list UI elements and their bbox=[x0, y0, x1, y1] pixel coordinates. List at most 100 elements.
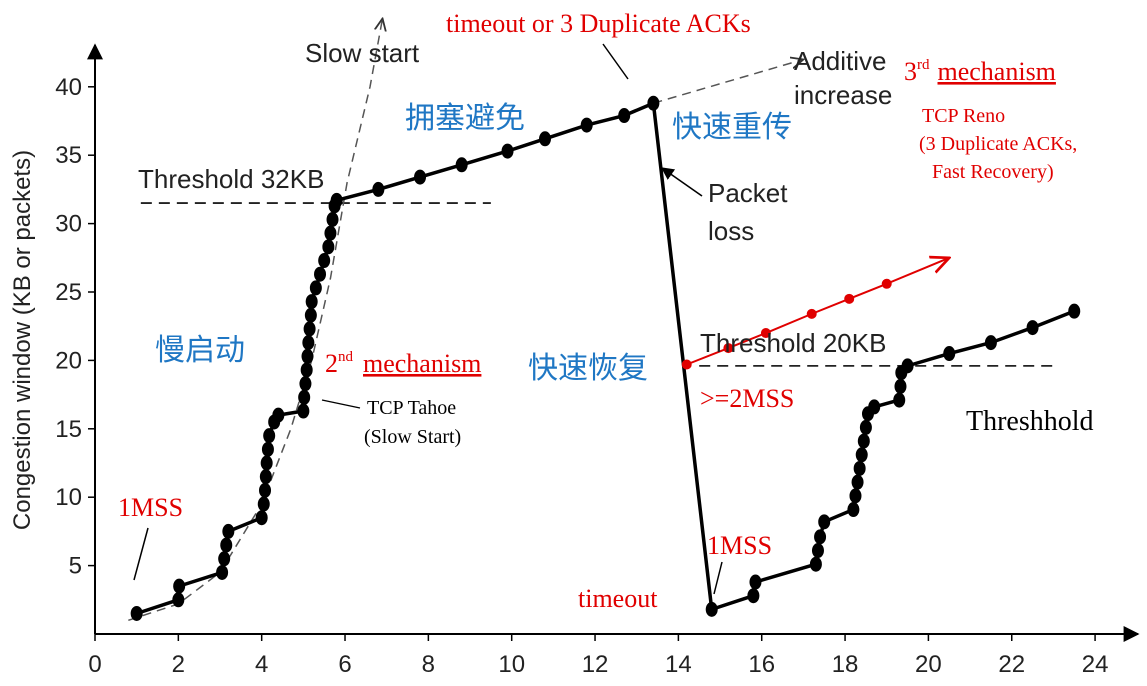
annotation-additive-increase: Additive increase bbox=[794, 46, 894, 110]
annotation-threshold-32: Threshold 32KB bbox=[138, 164, 324, 194]
reno-point bbox=[760, 328, 771, 339]
tahoe-point bbox=[216, 564, 229, 580]
tahoe-point bbox=[539, 131, 552, 147]
annotation-congestion-avoidance-cn: 拥塞避免 bbox=[405, 101, 525, 136]
x-tick-label: 8 bbox=[422, 651, 435, 678]
tahoe-point bbox=[130, 605, 143, 621]
tahoe-point bbox=[330, 192, 343, 208]
tahoe-point bbox=[222, 523, 235, 539]
tahoe-point bbox=[818, 514, 831, 530]
tahoe-point bbox=[414, 169, 427, 185]
tahoe-point bbox=[298, 389, 311, 405]
slow-start-curve bbox=[128, 18, 382, 622]
annotation-ge-2mss: >=2MSS bbox=[700, 384, 794, 413]
y-axis-label: Congestion window (KB or packets) bbox=[9, 150, 36, 530]
reno-point bbox=[681, 359, 692, 370]
annotation-tahoe-pointer bbox=[321, 399, 361, 409]
tahoe-point bbox=[305, 294, 318, 310]
tahoe-point bbox=[943, 346, 956, 362]
y-tick-label: 15 bbox=[55, 416, 82, 443]
reno-series-line bbox=[686, 282, 888, 366]
guides bbox=[128, 18, 1054, 622]
x-ticks: 0 2 4 6 8 10 12 14 16 18 20 22 24 bbox=[88, 634, 1108, 678]
x-tick-label: 2 bbox=[172, 651, 185, 678]
annotation-slow-start: Slow start bbox=[305, 38, 420, 68]
tahoe-point bbox=[257, 496, 270, 512]
additive-increase-line bbox=[653, 59, 803, 104]
tahoe-point bbox=[309, 280, 322, 296]
annotation-reno-detail-2: Fast Recovery) bbox=[932, 161, 1054, 183]
x-tick-label: 18 bbox=[832, 651, 859, 678]
tahoe-point bbox=[260, 455, 273, 471]
y-tick-label: 40 bbox=[55, 74, 82, 101]
tahoe-point bbox=[809, 556, 822, 572]
tahoe-point bbox=[220, 537, 233, 553]
y-tick-label: 10 bbox=[55, 484, 82, 511]
annotation-tcp-reno: TCP Reno bbox=[922, 105, 1005, 127]
annotation-1mss-left-pointer bbox=[133, 527, 149, 581]
y-tick-label: 35 bbox=[55, 142, 82, 169]
tahoe-point bbox=[749, 574, 762, 590]
annotations: Slow start timeout or 3 Duplicate ACKs A… bbox=[118, 9, 1094, 613]
x-tick-label: 20 bbox=[915, 651, 942, 678]
tahoe-point bbox=[455, 157, 468, 173]
x-tick-label: 12 bbox=[582, 651, 609, 678]
tahoe-point bbox=[314, 266, 327, 282]
tahoe-point bbox=[172, 592, 185, 608]
tahoe-point bbox=[705, 601, 718, 617]
tahoe-point bbox=[901, 358, 914, 374]
tahoe-point bbox=[259, 469, 272, 485]
tahoe-point bbox=[302, 335, 315, 351]
x-tick-label: 24 bbox=[1082, 651, 1109, 678]
tahoe-point bbox=[173, 578, 186, 594]
tahoe-point bbox=[1068, 303, 1081, 319]
tahoe-point bbox=[301, 348, 314, 364]
annotation-1mss-left: 1MSS bbox=[118, 493, 183, 522]
x-tick-label: 16 bbox=[748, 651, 775, 678]
y-tick-label: 30 bbox=[55, 211, 82, 238]
tahoe-point bbox=[297, 403, 310, 419]
y-tick-label: 25 bbox=[55, 279, 82, 306]
x-tick-label: 14 bbox=[665, 651, 692, 678]
annotation-fast-recovery-cn: 快速恢复 bbox=[528, 351, 648, 386]
annotation-timeout-dup: timeout or 3 Duplicate ACKs bbox=[446, 9, 751, 38]
series bbox=[130, 95, 1081, 621]
annotation-1mss-right: 1MSS bbox=[707, 531, 772, 560]
annotation-threshhold: Threshhold bbox=[966, 406, 1094, 437]
annotation-third-mechanism: 3rd mechanism bbox=[904, 57, 1056, 86]
reno-point bbox=[844, 293, 855, 304]
annotation-second-mechanism: 2nd mechanism bbox=[325, 349, 481, 378]
tahoe-point bbox=[580, 117, 593, 133]
reno-point bbox=[806, 308, 817, 319]
tahoe-point bbox=[811, 543, 824, 559]
tahoe-point bbox=[894, 378, 907, 394]
tahoe-point bbox=[747, 588, 760, 604]
y-tick-label: 20 bbox=[55, 347, 82, 374]
annotation-timeout-dup-pointer bbox=[602, 43, 629, 80]
x-tick-label: 0 bbox=[88, 651, 101, 678]
tahoe-point bbox=[259, 482, 272, 498]
tahoe-point bbox=[304, 307, 317, 323]
tahoe-point bbox=[868, 399, 881, 415]
reno-point bbox=[723, 343, 734, 354]
tahoe-point bbox=[255, 510, 268, 526]
tahoe-point bbox=[851, 474, 864, 490]
tahoe-point bbox=[272, 407, 285, 423]
tahoe-point bbox=[984, 335, 997, 351]
y-ticks: 5 10 15 20 25 30 35 40 bbox=[55, 74, 95, 580]
annotation-fast-retransmit-cn: 快速重传 bbox=[672, 110, 792, 145]
tahoe-point bbox=[324, 225, 337, 241]
tahoe-point bbox=[1026, 320, 1039, 336]
annotation-packet-loss: Packet loss bbox=[708, 178, 795, 246]
x-tick-label: 4 bbox=[255, 651, 268, 678]
annotation-tahoe-detail: (Slow Start) bbox=[364, 426, 461, 448]
tahoe-point bbox=[501, 143, 514, 159]
tahoe-point bbox=[303, 321, 316, 337]
tahoe-point bbox=[855, 447, 868, 463]
annotation-timeout: timeout bbox=[578, 584, 658, 613]
reno-arrow bbox=[886, 258, 950, 285]
tahoe-point bbox=[893, 392, 906, 408]
tahoe-point bbox=[372, 181, 385, 197]
tahoe-point bbox=[318, 253, 331, 269]
